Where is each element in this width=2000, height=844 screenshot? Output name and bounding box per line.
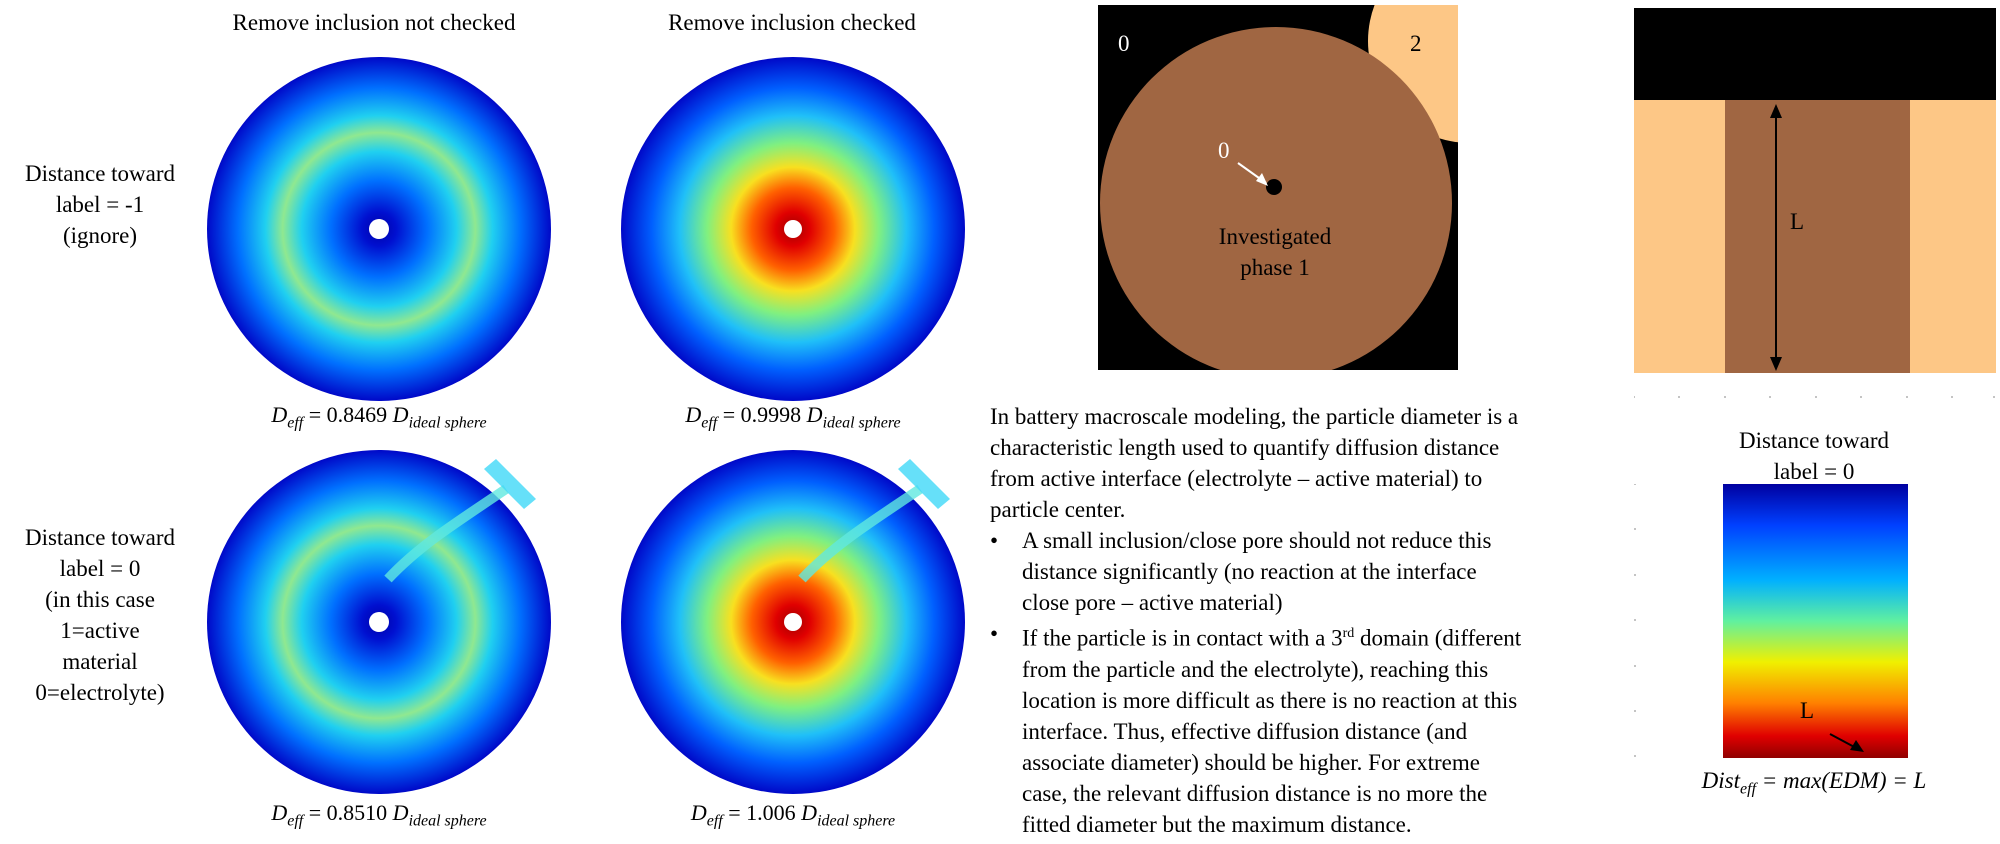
inclusion-label-0: 0 [1218,138,1230,163]
equation-r1c1: Deff = 0.8469 Dideal sphere [271,402,487,432]
distance-map-row1-unchecked [207,57,551,401]
bullet-inclusion: • A small inclusion/close pore should no… [990,525,1610,618]
slab-image [1634,8,1996,398]
description-paragraph: In battery macroscale modeling, the part… [990,404,1519,522]
column-title-checked: Remove inclusion checked [668,10,916,35]
edm-formula: Disteff = max(EDM) = L [1701,768,1927,798]
column-title-not-checked: Remove inclusion not checked [232,10,516,35]
equation-r1c2: Deff = 0.9998 Dideal sphere [685,402,901,432]
bullet-dot: • [990,528,999,553]
phase-image [1098,5,1458,370]
phase-label-0: 0 [1118,31,1130,56]
distance-map-row2-unchecked [207,450,551,794]
bullet-dot: • [990,621,999,646]
edm-title: Distance toward label = 0 [1738,428,1890,484]
slab-length-label: L [1790,209,1805,234]
bullet-third-domain: • If the particle is in contact with a 3… [990,618,1610,837]
row1-label: Distance toward label = -1 (ignore) [24,161,176,248]
edm-length-label: L [1800,698,1815,723]
distance-map-row1-checked [621,57,965,401]
row2-label: Distance toward label = 0 (in this case … [24,525,176,705]
equation-r2c2: Deff = 1.006 Dideal sphere [690,800,896,830]
distance-map-row2-checked [621,450,965,794]
phase-caption: Investigated phase 1 [1218,224,1332,280]
edm-colorbar [1634,484,1908,758]
phase-label-2: 2 [1410,31,1422,56]
equation-r2c1: Deff = 0.8510 Dideal sphere [271,800,487,830]
